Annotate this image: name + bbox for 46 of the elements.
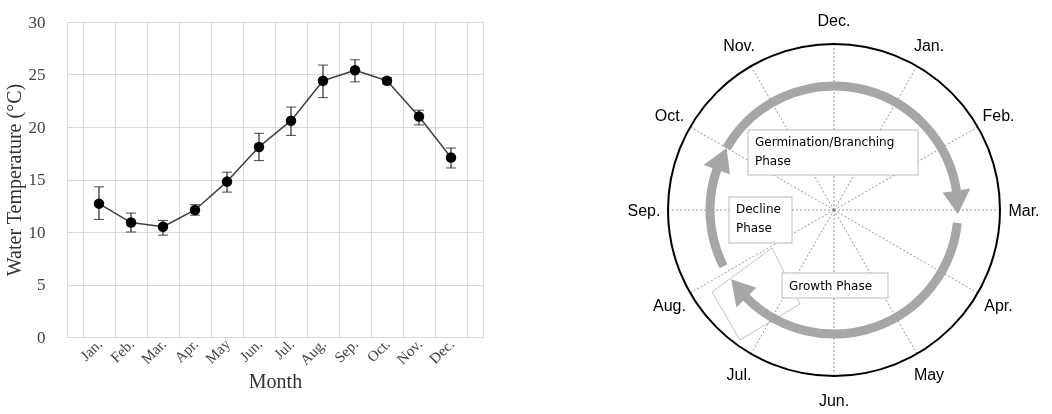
x-axis-title: Month bbox=[248, 370, 303, 393]
x-tick-label: Apr. bbox=[171, 335, 202, 366]
point bbox=[157, 221, 169, 232]
point bbox=[125, 217, 137, 228]
x-tick-label: Feb. bbox=[107, 335, 138, 366]
text: May bbox=[913, 366, 945, 384]
text: Mar. bbox=[1008, 201, 1040, 219]
text: Decline Phase bbox=[736, 202, 781, 235]
text: Germination/Branching Phase bbox=[755, 135, 895, 168]
point bbox=[317, 75, 329, 87]
text: Jul. bbox=[726, 366, 752, 384]
x-tick-label: Jan. bbox=[77, 335, 106, 364]
point bbox=[413, 111, 425, 122]
text: Jan. bbox=[913, 36, 945, 54]
x-tick-label: Oct. bbox=[363, 335, 394, 366]
text: Nov. bbox=[723, 36, 755, 54]
x-tick-label: May bbox=[202, 335, 234, 367]
point bbox=[445, 152, 457, 163]
y-tick-label: 10 bbox=[28, 222, 46, 242]
x-tick-label: Jun. bbox=[236, 335, 266, 365]
point bbox=[253, 141, 265, 153]
text: Jun. bbox=[818, 391, 850, 409]
y-tick-label: 5 bbox=[37, 275, 46, 294]
x-tick-label: Mar. bbox=[138, 335, 170, 367]
y-tick-label: 0 bbox=[37, 327, 46, 347]
text: Dec. bbox=[817, 11, 851, 29]
x-tick-label: Sep. bbox=[331, 335, 362, 366]
text: Aug. bbox=[652, 296, 686, 314]
x-tick-label: Dec. bbox=[426, 335, 458, 367]
y-tick-label: 30 bbox=[28, 12, 46, 32]
text: Apr. bbox=[984, 296, 1013, 314]
y-axis-title: Water Temperature (°C) bbox=[2, 83, 26, 277]
point bbox=[93, 198, 105, 209]
text: Feb. bbox=[982, 106, 1015, 124]
point bbox=[285, 115, 297, 126]
point bbox=[221, 176, 233, 187]
x-tick-label: Jul. bbox=[270, 335, 298, 363]
y-tick-label: 15 bbox=[28, 170, 46, 189]
point bbox=[349, 65, 361, 76]
y-tick-label: 25 bbox=[28, 65, 46, 84]
text: Oct. bbox=[654, 106, 685, 124]
x-tick-label: Nov. bbox=[393, 335, 426, 368]
y-tick-label: 20 bbox=[28, 117, 46, 137]
text: Sep. bbox=[627, 201, 661, 219]
text: Growth Phase bbox=[789, 279, 873, 293]
x-tick-label: Aug. bbox=[296, 335, 330, 369]
